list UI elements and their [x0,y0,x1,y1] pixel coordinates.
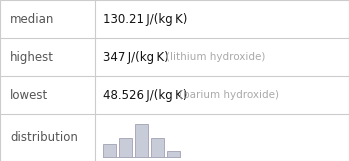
Text: median: median [10,13,54,25]
Bar [103,144,116,157]
Text: 130.21 J/(kg K): 130.21 J/(kg K) [103,13,187,25]
Bar [135,124,148,157]
Bar [151,137,164,157]
Text: 347 J/(kg K): 347 J/(kg K) [103,51,169,63]
Text: highest: highest [10,51,54,63]
Text: (lithium hydroxide): (lithium hydroxide) [166,52,265,62]
Text: (barium hydroxide): (barium hydroxide) [179,90,279,100]
Text: distribution: distribution [10,131,78,144]
Bar [119,137,132,157]
Text: lowest: lowest [10,89,48,101]
Text: 48.526 J/(kg K): 48.526 J/(kg K) [103,89,187,101]
Bar [167,151,180,157]
